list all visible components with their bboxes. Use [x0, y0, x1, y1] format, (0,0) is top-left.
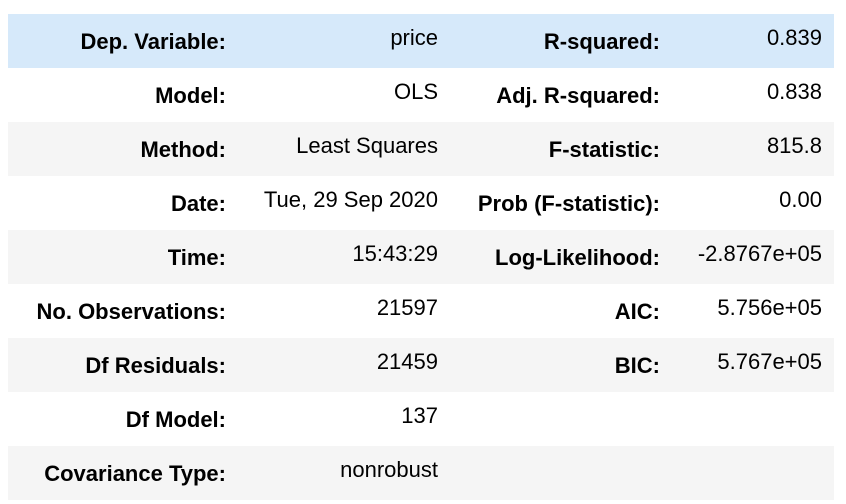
stat-value: 0.00 [779, 187, 822, 212]
stat-value: 0.839 [766, 25, 822, 50]
stat-label [450, 446, 672, 500]
stat-label: Adj. R-squared: [496, 83, 660, 108]
row-label: Df Model: [125, 407, 226, 432]
row-label: Dep. Variable: [80, 29, 226, 54]
row-label: Time: [167, 245, 226, 270]
table-row: Date: Tue, 29 Sep 2020 Prob (F-statistic… [8, 176, 834, 230]
row-label: No. Observations: [36, 299, 226, 324]
table-row: Covariance Type: nonrobust [8, 446, 834, 500]
stat-label: R-squared: [543, 29, 660, 54]
row-label: Df Residuals: [85, 353, 226, 378]
row-label: Date: [170, 191, 226, 216]
row-value: Least Squares [296, 133, 438, 158]
table-row: Model: OLS Adj. R-squared: 0.838 [8, 68, 834, 122]
table-row: Df Model: 137 [8, 392, 834, 446]
stat-label: Prob (F-statistic): [477, 191, 660, 216]
stat-label: AIC: [614, 299, 660, 324]
table-row: Df Residuals: 21459 BIC: 5.767e+05 [8, 338, 834, 392]
row-value: OLS [393, 79, 438, 104]
stat-value [672, 392, 834, 446]
table-row: No. Observations: 21597 AIC: 5.756e+05 [8, 284, 834, 338]
stat-value [672, 446, 834, 500]
row-value: 21597 [376, 295, 438, 320]
row-label: Model: [155, 83, 226, 108]
stat-label: Log-Likelihood: [495, 245, 660, 270]
stat-label: BIC: [614, 353, 660, 378]
stat-label: F-statistic: [548, 137, 660, 162]
stat-value: 0.838 [766, 79, 822, 104]
stat-label [450, 392, 672, 446]
table-row: Method: Least Squares F-statistic: 815.8 [8, 122, 834, 176]
stat-value: -2.8767e+05 [697, 241, 822, 266]
stat-value: 5.756e+05 [717, 295, 822, 320]
row-value: price [390, 25, 438, 50]
row-value: nonrobust [340, 457, 438, 482]
row-label: Covariance Type: [44, 461, 226, 486]
row-value: Tue, 29 Sep 2020 [263, 187, 438, 212]
row-value: 137 [401, 403, 438, 428]
row-label: Method: [140, 137, 226, 162]
stat-value: 815.8 [766, 133, 822, 158]
row-value: 21459 [376, 349, 438, 374]
ols-summary-table: Dep. Variable: price R-squared: 0.839 Mo… [8, 14, 834, 500]
table-row: Dep. Variable: price R-squared: 0.839 [8, 14, 834, 68]
stat-value: 5.767e+05 [717, 349, 822, 374]
table-row: Time: 15:43:29 Log-Likelihood: -2.8767e+… [8, 230, 834, 284]
row-value: 15:43:29 [352, 241, 438, 266]
